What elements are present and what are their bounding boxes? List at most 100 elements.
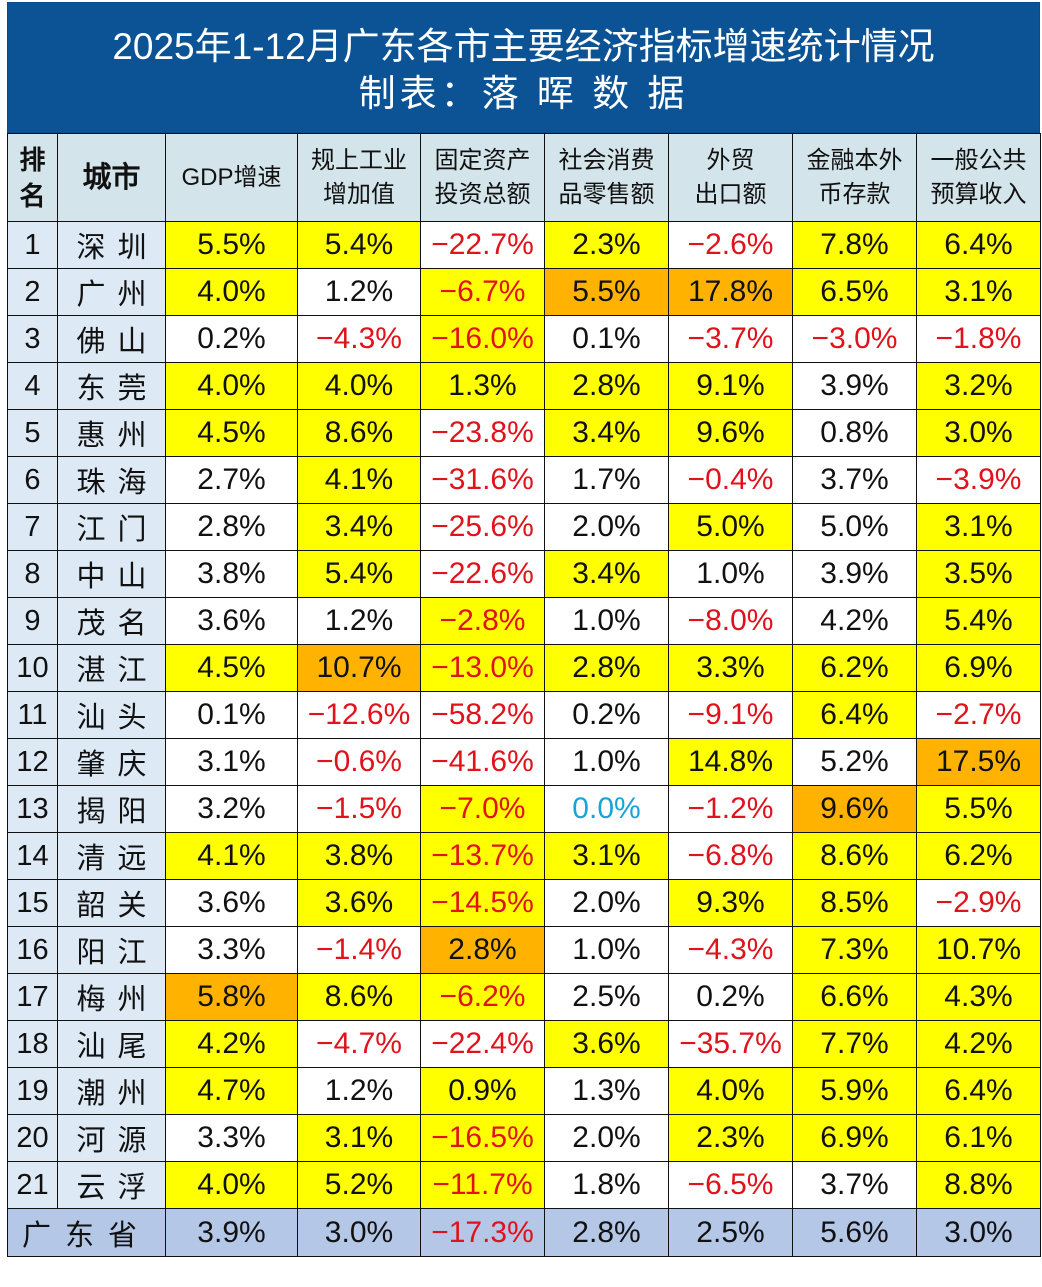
value-cell[interactable]: −41.6% [420, 738, 545, 786]
value-cell[interactable]: 6.9% [792, 1114, 917, 1162]
value-cell[interactable]: −0.4% [668, 456, 793, 504]
value-cell[interactable]: −22.7% [420, 221, 545, 269]
value-cell[interactable]: 1.0% [668, 550, 793, 598]
header-gdp[interactable]: GDP增速 [165, 133, 298, 222]
value-cell[interactable]: 8.6% [792, 832, 917, 880]
rank-cell[interactable]: 15 [7, 879, 58, 927]
rank-cell[interactable]: 8 [7, 550, 58, 598]
value-cell[interactable]: 5.2% [792, 738, 917, 786]
value-cell[interactable]: −58.2% [420, 691, 545, 739]
city-cell[interactable]: 梅州 [57, 973, 166, 1021]
value-cell[interactable]: 4.1% [165, 832, 298, 880]
value-cell[interactable]: 6.4% [916, 221, 1041, 269]
city-cell[interactable]: 江门 [57, 503, 166, 551]
value-cell[interactable]: 7.3% [792, 926, 917, 974]
total-value-cell[interactable]: −17.3% [420, 1208, 545, 1257]
value-cell[interactable]: 1.8% [544, 1161, 669, 1209]
value-cell[interactable]: 9.1% [668, 362, 793, 410]
rank-cell[interactable]: 9 [7, 597, 58, 645]
value-cell[interactable]: 4.7% [165, 1067, 298, 1115]
value-cell[interactable]: 2.8% [420, 926, 545, 974]
value-cell[interactable]: −2.6% [668, 221, 793, 269]
value-cell[interactable]: 1.3% [420, 362, 545, 410]
value-cell[interactable]: −6.7% [420, 268, 545, 316]
value-cell[interactable]: 6.4% [792, 691, 917, 739]
rank-cell[interactable]: 17 [7, 973, 58, 1021]
value-cell[interactable]: 3.8% [297, 832, 421, 880]
city-cell[interactable]: 揭阳 [57, 785, 166, 833]
value-cell[interactable]: 5.4% [916, 597, 1041, 645]
rank-cell[interactable]: 12 [7, 738, 58, 786]
value-cell[interactable]: 3.6% [165, 597, 298, 645]
rank-cell[interactable]: 11 [7, 691, 58, 739]
value-cell[interactable]: −4.3% [668, 926, 793, 974]
value-cell[interactable]: −13.0% [420, 644, 545, 692]
value-cell[interactable]: 1.2% [297, 268, 421, 316]
value-cell[interactable]: 4.5% [165, 644, 298, 692]
city-cell[interactable]: 珠海 [57, 456, 166, 504]
value-cell[interactable]: −1.2% [668, 785, 793, 833]
city-cell[interactable]: 广州 [57, 268, 166, 316]
value-cell[interactable]: −16.0% [420, 315, 545, 363]
value-cell[interactable]: 3.6% [165, 879, 298, 927]
value-cell[interactable]: 1.2% [297, 597, 421, 645]
value-cell[interactable]: −6.5% [668, 1161, 793, 1209]
city-cell[interactable]: 深圳 [57, 221, 166, 269]
total-value-cell[interactable]: 3.0% [297, 1208, 421, 1257]
value-cell[interactable]: 0.1% [544, 315, 669, 363]
value-cell[interactable]: −8.0% [668, 597, 793, 645]
total-value-cell[interactable]: 2.8% [544, 1208, 669, 1257]
value-cell[interactable]: 2.0% [544, 879, 669, 927]
rank-cell[interactable]: 3 [7, 315, 58, 363]
value-cell[interactable]: 1.0% [544, 926, 669, 974]
rank-cell[interactable]: 13 [7, 785, 58, 833]
value-cell[interactable]: 5.4% [297, 221, 421, 269]
rank-cell[interactable]: 18 [7, 1020, 58, 1068]
value-cell[interactable]: 4.0% [297, 362, 421, 410]
value-cell[interactable]: 1.7% [544, 456, 669, 504]
value-cell[interactable]: 0.0% [544, 785, 669, 833]
value-cell[interactable]: 2.3% [544, 221, 669, 269]
value-cell[interactable]: 8.6% [297, 409, 421, 457]
value-cell[interactable]: 17.5% [916, 738, 1041, 786]
value-cell[interactable]: 4.0% [668, 1067, 793, 1115]
value-cell[interactable]: 3.1% [297, 1114, 421, 1162]
value-cell[interactable]: 4.5% [165, 409, 298, 457]
value-cell[interactable]: 0.8% [792, 409, 917, 457]
value-cell[interactable]: 2.0% [544, 1114, 669, 1162]
value-cell[interactable]: −1.8% [916, 315, 1041, 363]
value-cell[interactable]: 2.8% [544, 644, 669, 692]
value-cell[interactable]: 4.3% [916, 973, 1041, 1021]
value-cell[interactable]: 7.7% [792, 1020, 917, 1068]
value-cell[interactable]: −11.7% [420, 1161, 545, 1209]
city-cell[interactable]: 肇庆 [57, 738, 166, 786]
value-cell[interactable]: 8.5% [792, 879, 917, 927]
rank-cell[interactable]: 4 [7, 362, 58, 410]
value-cell[interactable]: 5.8% [165, 973, 298, 1021]
value-cell[interactable]: 6.4% [916, 1067, 1041, 1115]
header-industry[interactable]: 规上工业 增加值 [297, 133, 421, 222]
value-cell[interactable]: −31.6% [420, 456, 545, 504]
value-cell[interactable]: 0.9% [420, 1067, 545, 1115]
value-cell[interactable]: 3.7% [792, 456, 917, 504]
value-cell[interactable]: 3.4% [297, 503, 421, 551]
value-cell[interactable]: −2.8% [420, 597, 545, 645]
value-cell[interactable]: 6.2% [792, 644, 917, 692]
value-cell[interactable]: 4.1% [297, 456, 421, 504]
value-cell[interactable]: 2.8% [165, 503, 298, 551]
rank-cell[interactable]: 10 [7, 644, 58, 692]
value-cell[interactable]: 9.6% [668, 409, 793, 457]
value-cell[interactable]: 3.1% [544, 832, 669, 880]
value-cell[interactable]: 4.0% [165, 1161, 298, 1209]
header-city[interactable]: 城市 [57, 133, 166, 222]
value-cell[interactable]: 4.2% [792, 597, 917, 645]
city-cell[interactable]: 湛江 [57, 644, 166, 692]
value-cell[interactable]: 8.6% [297, 973, 421, 1021]
value-cell[interactable]: −14.5% [420, 879, 545, 927]
value-cell[interactable]: 5.2% [297, 1161, 421, 1209]
city-cell[interactable]: 阳江 [57, 926, 166, 974]
value-cell[interactable]: 1.0% [544, 597, 669, 645]
value-cell[interactable]: −22.6% [420, 550, 545, 598]
value-cell[interactable]: 5.5% [165, 221, 298, 269]
city-cell[interactable]: 韶关 [57, 879, 166, 927]
